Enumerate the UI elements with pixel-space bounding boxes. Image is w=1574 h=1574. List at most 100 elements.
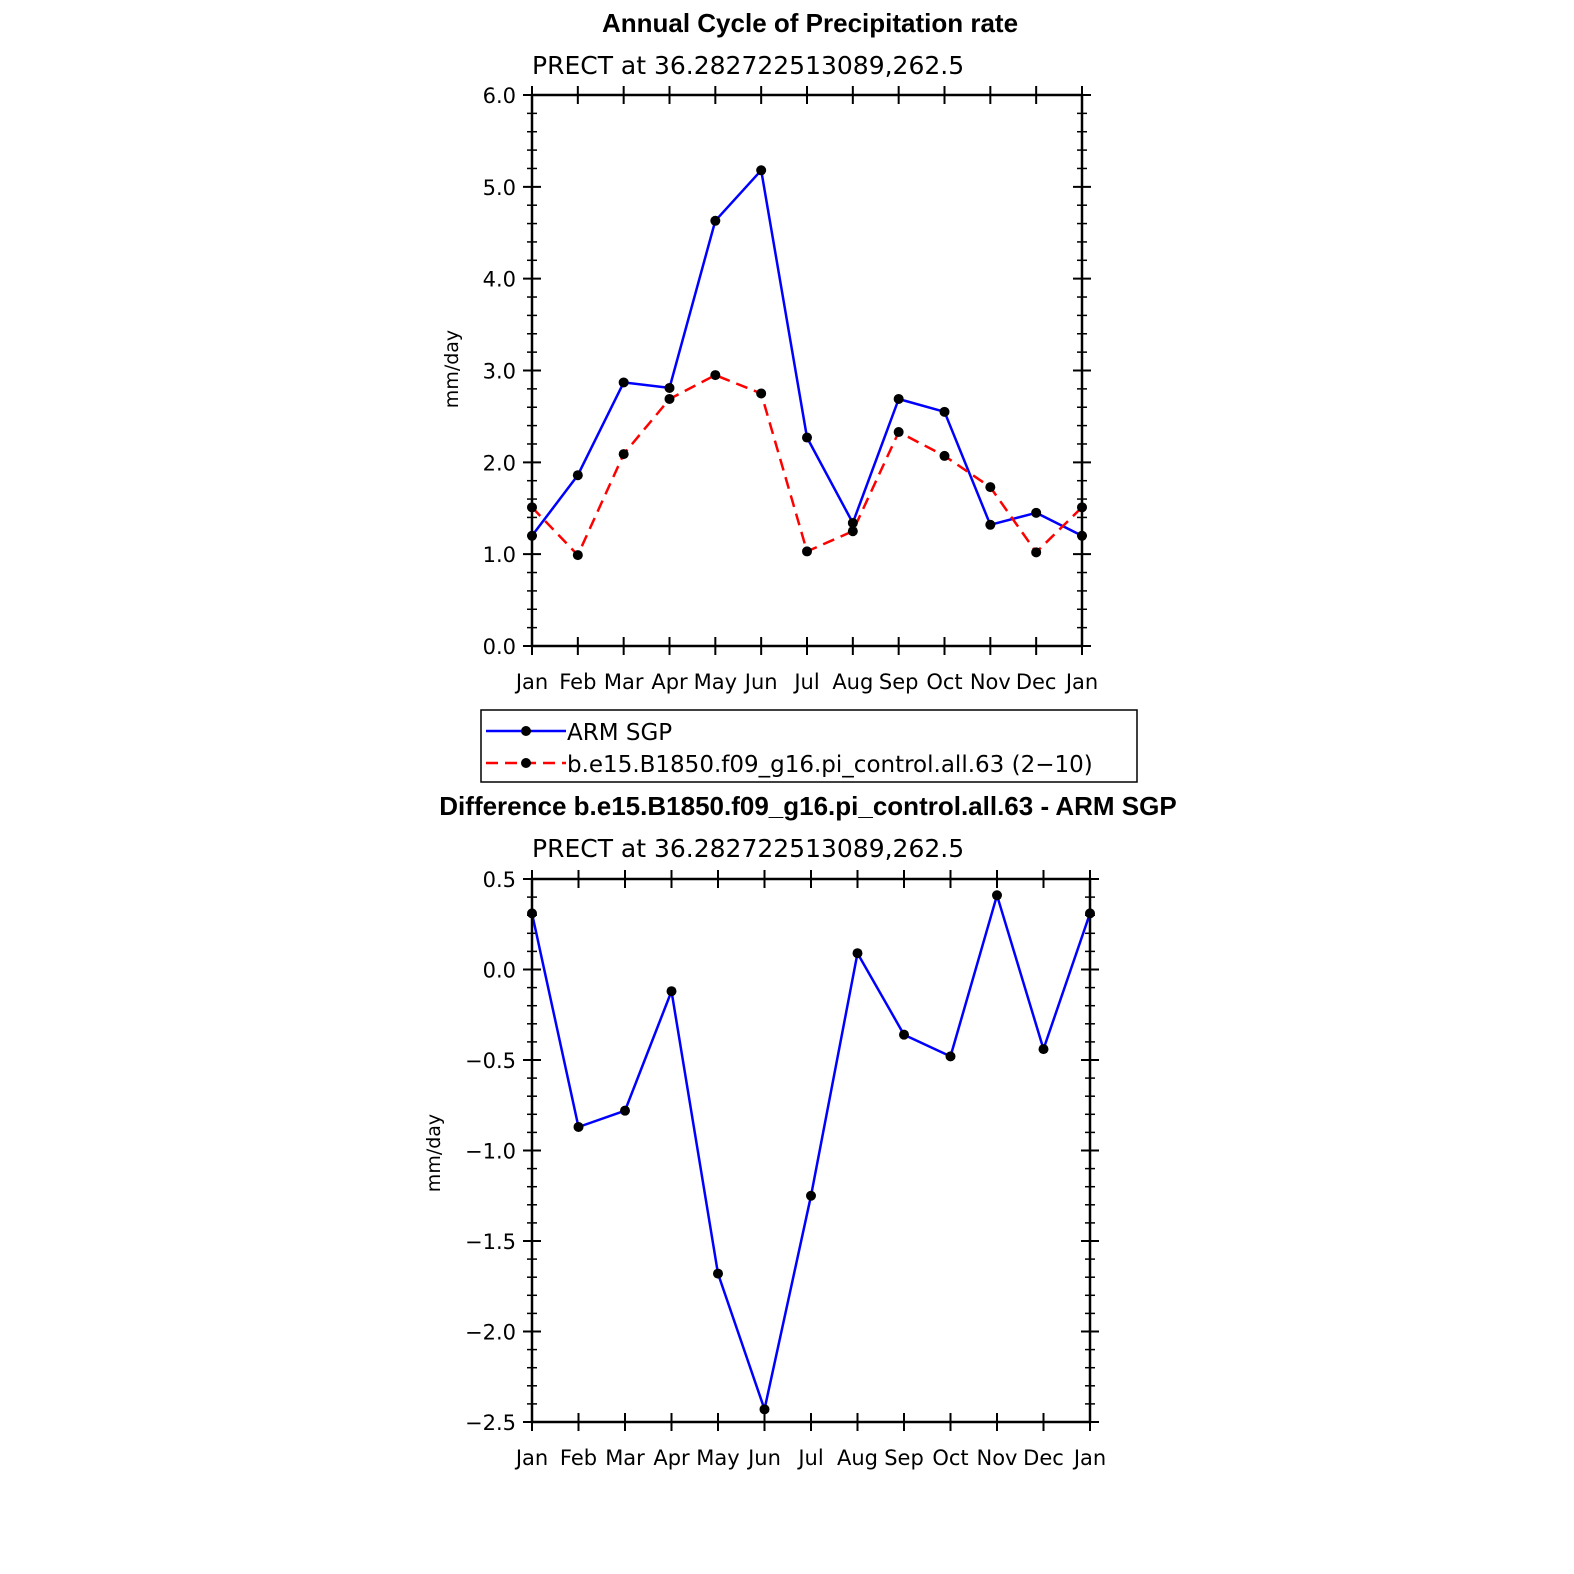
x-tick-label: Jan — [1072, 1446, 1106, 1470]
x-tick-label: Jan — [514, 670, 548, 694]
chart1-y-axis-label: mm/day — [441, 330, 463, 408]
x-tick-label: Aug — [832, 670, 873, 694]
y-tick-label: −2.0 — [465, 1321, 516, 1345]
y-tick-label: 3.0 — [483, 360, 516, 384]
series-1-point — [664, 393, 675, 404]
series-0-point — [893, 393, 904, 404]
legend-label-arm-sgp: ARM SGP — [567, 720, 672, 746]
y-tick-label: 0.0 — [483, 635, 516, 659]
series-0-point — [852, 948, 863, 959]
chart1-x-tick-labels: Jan Feb Mar Apr May Jun Jul Aug Sep Oct Nov Dec Jan — [514, 670, 1098, 694]
legend-swatch-model-marker — [521, 758, 531, 768]
chart2-y-axis-label: mm/day — [423, 1114, 445, 1192]
series-0-point — [573, 1121, 584, 1132]
chart2-y-tick-labels: −2.5 −2.0 −1.5 −1.0 −0.5 0.0 0.5 — [465, 868, 516, 1435]
chart2-subtitle: PRECT at 36.282722513089,262.5 — [532, 834, 964, 863]
series-0-point — [572, 470, 583, 481]
series-1-point — [756, 388, 767, 399]
series-0-point — [992, 890, 1002, 901]
y-tick-label: 2.0 — [483, 451, 516, 475]
series-1-point — [1031, 547, 1042, 558]
series-0-point — [618, 377, 629, 388]
series-0-point — [945, 1051, 956, 1062]
x-tick-label: Sep — [879, 670, 919, 694]
x-tick-label: Jun — [743, 670, 778, 694]
series-0-point — [985, 519, 996, 530]
series-0-point — [802, 432, 812, 443]
series-1-point — [985, 482, 996, 493]
chart1-ticks — [523, 86, 1091, 655]
series-0-point — [756, 165, 767, 176]
x-tick-label: Jun — [746, 1446, 781, 1470]
x-tick-label: Jan — [1064, 670, 1098, 694]
series-0-point — [806, 1190, 816, 1201]
series-line-0 — [531, 169, 1083, 537]
y-tick-label: 0.5 — [483, 868, 516, 892]
chart2-plot-frame — [530, 877, 1092, 1424]
x-tick-label: Dec — [1023, 1446, 1064, 1470]
series-1-point — [893, 427, 904, 438]
x-tick-label: Dec — [1016, 670, 1057, 694]
y-tick-label: −1.5 — [465, 1230, 516, 1254]
x-tick-label: Feb — [560, 1446, 597, 1470]
chart1-y-tick-labels: 0.0 1.0 2.0 3.0 4.0 5.0 6.0 — [483, 84, 516, 659]
x-tick-label: Mar — [605, 1446, 645, 1470]
x-tick-label: Jan — [514, 1446, 548, 1470]
y-tick-label: 1.0 — [483, 543, 516, 567]
series-0-point — [759, 1404, 770, 1415]
series-0-point — [899, 1029, 909, 1040]
chart2-x-tick-labels: Jan Feb Mar Apr May Jun Jul Aug Sep Oct Nov Dec Jan — [514, 1446, 1106, 1470]
x-tick-label: Apr — [653, 1446, 690, 1470]
series-0-point — [939, 406, 950, 417]
series-0-point — [664, 382, 675, 393]
series-1-point — [710, 370, 721, 381]
x-tick-label: Sep — [884, 1446, 924, 1470]
chart2-series — [527, 890, 1095, 1415]
series-1-point — [572, 550, 583, 561]
x-tick-label: Mar — [604, 670, 644, 694]
series-line-0 — [530, 894, 1092, 1411]
chart2-title: Difference b.e15.B1850.f09_g16.pi_contro… — [439, 791, 1176, 821]
series-1-point — [802, 546, 812, 557]
chart1-title: Annual Cycle of Precipitation rate — [602, 8, 1018, 38]
annual-cycle-chart: Annual Cycle of Precipitation rate PRECT… — [441, 8, 1098, 694]
y-tick-label: 6.0 — [483, 84, 516, 108]
x-tick-label: Apr — [651, 670, 688, 694]
chart1-plot-frame — [530, 93, 1084, 648]
legend: ARM SGP b.e15.B1850.f09_g16.pi_control.a… — [480, 709, 1138, 783]
x-tick-label: Jul — [792, 670, 819, 694]
x-tick-label: Oct — [932, 1446, 968, 1470]
series-1-point — [618, 449, 629, 460]
y-tick-label: 4.0 — [483, 268, 516, 292]
x-tick-label: Nov — [977, 1446, 1018, 1470]
difference-chart: Difference b.e15.B1850.f09_g16.pi_contro… — [423, 791, 1177, 1470]
chart1-subtitle: PRECT at 36.282722513089,262.5 — [532, 51, 964, 80]
series-1-point — [847, 526, 858, 537]
x-tick-label: May — [696, 1446, 739, 1470]
series-0-point — [1038, 1044, 1049, 1055]
x-tick-label: Feb — [559, 670, 596, 694]
chart1-series — [527, 165, 1087, 561]
y-tick-label: 5.0 — [483, 176, 516, 200]
x-tick-label: Oct — [926, 670, 962, 694]
x-tick-label: Aug — [837, 1446, 878, 1470]
y-tick-label: −1.0 — [465, 1140, 516, 1164]
legend-swatch-arm-sgp-marker — [521, 726, 531, 736]
x-tick-label: Jul — [796, 1446, 823, 1470]
legend-box — [480, 709, 1138, 783]
series-1-point — [939, 450, 950, 461]
series-0-point — [710, 215, 721, 226]
series-0-point — [713, 1268, 723, 1279]
y-tick-label: −0.5 — [465, 1049, 516, 1073]
series-0-point — [666, 986, 677, 997]
y-tick-label: 0.0 — [483, 959, 516, 983]
legend-label-model: b.e15.B1850.f09_g16.pi_control.all.63 (2… — [567, 752, 1093, 778]
series-0-point — [847, 517, 858, 528]
series-0-point — [620, 1105, 630, 1116]
y-tick-label: −2.5 — [465, 1411, 516, 1435]
series-0-point — [1031, 507, 1042, 518]
x-tick-label: Nov — [970, 670, 1011, 694]
x-tick-label: May — [694, 670, 737, 694]
chart2-ticks — [523, 870, 1099, 1431]
